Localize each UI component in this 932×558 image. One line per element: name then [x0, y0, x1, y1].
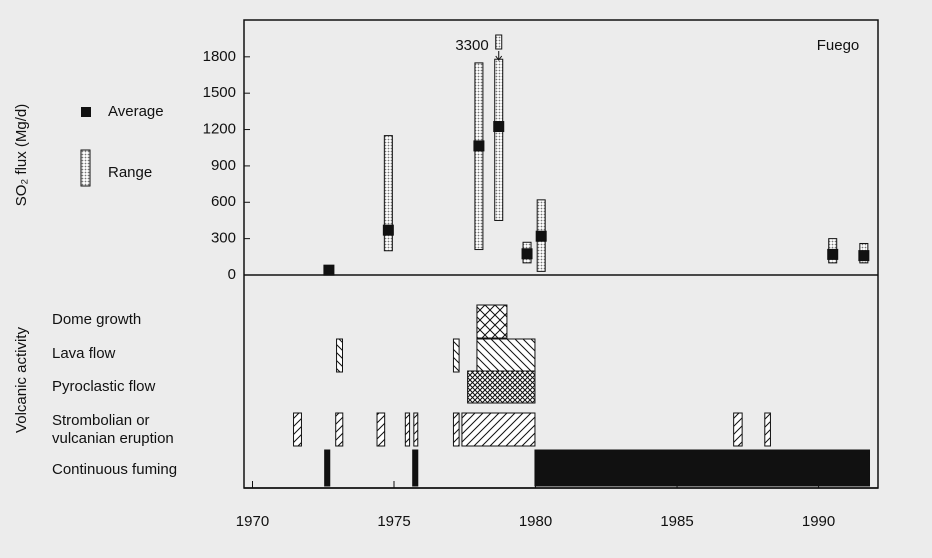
- average-marker: [535, 230, 547, 242]
- annotation: 3300: [455, 37, 488, 54]
- y-tick-label: 900: [211, 157, 236, 174]
- y-tick-label: 1200: [203, 121, 236, 138]
- activity-bar: [404, 412, 411, 447]
- legend-swatch: [80, 149, 91, 187]
- row-label: Dome growth: [52, 311, 141, 328]
- activity-bar: [324, 449, 331, 487]
- activity-bar: [376, 412, 386, 447]
- average-marker: [382, 224, 394, 236]
- x-tick-label: 1980: [519, 513, 552, 530]
- x-tick-label: 1975: [377, 513, 410, 530]
- chart-title: Fuego: [817, 37, 860, 54]
- y-tick-label: 0: [228, 266, 236, 283]
- row-label: Pyroclastic flow: [52, 378, 156, 395]
- activity-bar: [452, 412, 460, 447]
- y-tick-label: 600: [211, 193, 236, 210]
- activity-bar: [335, 412, 344, 447]
- activity-bar: [293, 412, 302, 447]
- y-tick-label: 1800: [203, 48, 236, 65]
- average-marker: [521, 248, 533, 260]
- range-bar: [383, 135, 393, 252]
- activity-bar: [467, 370, 536, 404]
- y-tick-label: 300: [211, 230, 236, 247]
- x-tick-label: 1970: [236, 513, 269, 530]
- activity-bar: [733, 412, 743, 447]
- x-tick-label: 1985: [660, 513, 693, 530]
- activity-bar: [413, 412, 419, 447]
- legend-label: Average: [108, 103, 164, 120]
- row-label: Continuous fuming: [52, 461, 177, 478]
- activity-bar: [534, 449, 871, 487]
- activity-bar: [476, 304, 508, 339]
- y-axis-title: Volcanic activity: [13, 327, 30, 433]
- range-bar: [494, 58, 504, 221]
- activity-bar: [461, 412, 536, 447]
- activity-bar: [452, 338, 460, 373]
- row-label: Lava flow: [52, 345, 116, 362]
- activity-bar: [764, 412, 771, 447]
- average-marker: [493, 121, 505, 133]
- average-marker: [473, 140, 485, 152]
- row-label: vulcanian eruption: [52, 430, 174, 447]
- range-bar: [474, 62, 484, 251]
- y-axis-title: SO₂ flux (Mg/d): [13, 104, 30, 207]
- broken-range: [495, 34, 503, 50]
- activity-bar: [476, 338, 536, 373]
- annotation-arrow: [495, 51, 503, 61]
- legend-swatch: [81, 107, 91, 117]
- activity-bar: [412, 449, 419, 487]
- average-marker: [858, 250, 870, 262]
- average-marker: [323, 264, 335, 276]
- x-tick-label: 1990: [802, 513, 835, 530]
- y-tick-label: 1500: [203, 84, 236, 101]
- row-label: Strombolian or: [52, 412, 150, 429]
- legend-label: Range: [108, 164, 152, 181]
- average-marker: [827, 248, 839, 260]
- activity-bar: [336, 338, 343, 373]
